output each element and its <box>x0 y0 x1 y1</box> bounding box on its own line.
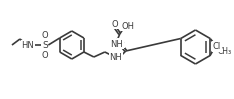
Text: Cl: Cl <box>213 42 221 51</box>
Text: CH₃: CH₃ <box>218 47 232 56</box>
Text: O: O <box>42 30 48 40</box>
Text: O: O <box>42 50 48 59</box>
Text: NH: NH <box>110 52 122 61</box>
Text: HN: HN <box>22 40 34 50</box>
Text: O: O <box>214 42 220 51</box>
Text: OH: OH <box>121 21 134 30</box>
Text: O: O <box>117 39 124 48</box>
Text: NH: NH <box>110 40 123 49</box>
Text: S: S <box>42 40 48 50</box>
Text: O: O <box>111 20 118 29</box>
